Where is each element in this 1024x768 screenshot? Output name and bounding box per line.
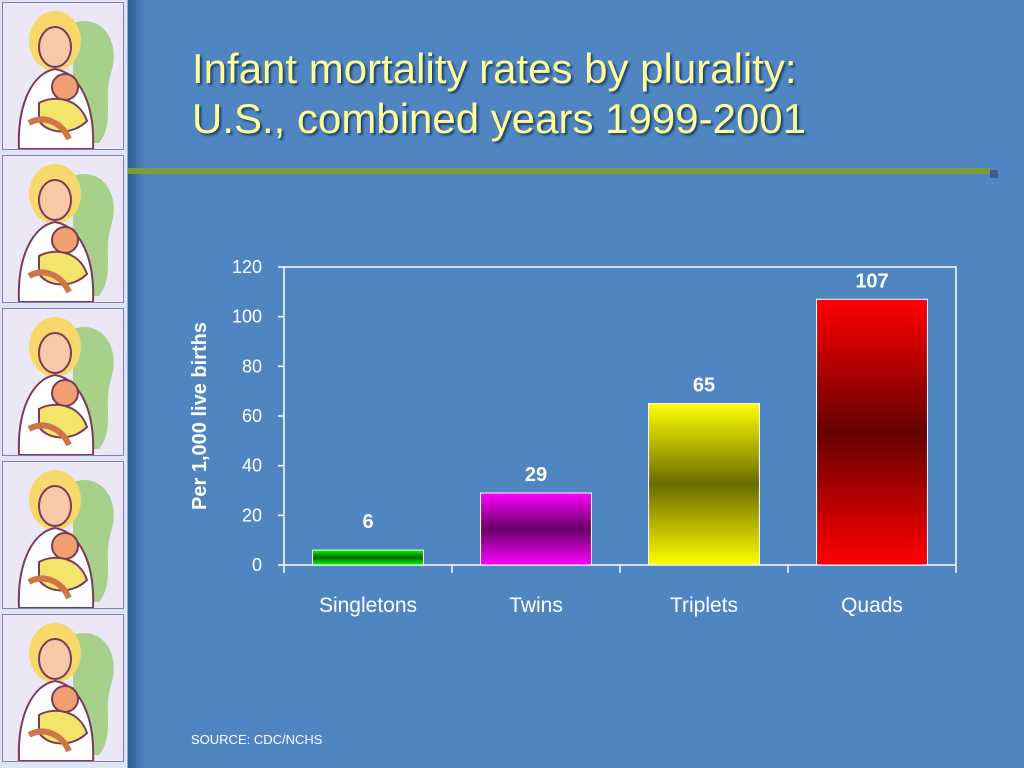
- decorative-sidebar: [0, 0, 128, 768]
- x-category-label: Quads: [841, 594, 903, 617]
- bar-singletons: [312, 549, 424, 566]
- y-tick-label: 60: [242, 406, 262, 426]
- slide-title: Infant mortality rates by plurality: U.S…: [192, 44, 992, 144]
- bar-quads: [816, 298, 928, 566]
- bar-triplets: [648, 403, 760, 566]
- mother-child-clipart-icon: [2, 155, 124, 303]
- y-axis-title: Per 1,000 live births: [189, 322, 211, 510]
- data-label: 65: [693, 375, 715, 397]
- mother-child-clipart-icon: [2, 2, 124, 150]
- x-category-label: Twins: [509, 594, 563, 617]
- data-label: 29: [525, 464, 547, 486]
- title-line-2: U.S., combined years 1999-2001: [192, 95, 807, 142]
- sidebar-shadow: [128, 0, 146, 768]
- x-category-label: Singletons: [319, 594, 417, 617]
- y-tick-label: 100: [232, 307, 262, 327]
- y-tick-label: 20: [242, 505, 262, 525]
- data-label: 6: [362, 511, 373, 533]
- y-tick-label: 120: [232, 257, 262, 277]
- source-note: SOURCE: CDC/NCHS: [191, 732, 323, 747]
- x-category-label: Triplets: [670, 594, 738, 617]
- mother-child-clipart-icon: [2, 614, 124, 762]
- y-tick-label: 0: [252, 555, 262, 575]
- bar-chart: 0 20 40 60 80 100 120 6 Singletons 29 Twins 65 Tripl…: [189, 257, 957, 617]
- divider-shadow: [990, 170, 998, 178]
- data-label: 107: [855, 270, 888, 292]
- mother-child-clipart-icon: [2, 461, 124, 609]
- y-tick-label: 40: [242, 456, 262, 476]
- mother-child-clipart-icon: [2, 308, 124, 456]
- y-tick-label: 80: [242, 356, 262, 376]
- bar-twins: [480, 492, 592, 566]
- title-divider: [128, 168, 990, 174]
- title-line-1: Infant mortality rates by plurality:: [192, 45, 797, 92]
